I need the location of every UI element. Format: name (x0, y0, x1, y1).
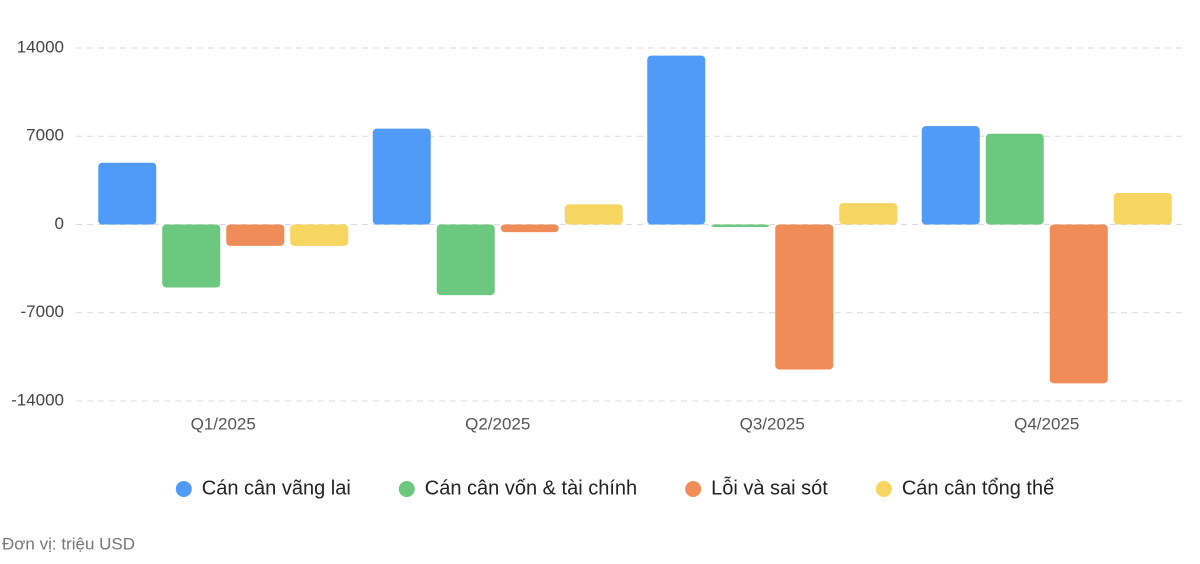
bar (500, 224, 559, 233)
bar (1113, 192, 1172, 225)
y-tick-label: 7000 (26, 126, 64, 145)
bar (775, 224, 834, 370)
legend-label: Cán cân tổng thể (902, 477, 1054, 499)
x-tick-label: Q3/2025 (740, 414, 805, 433)
x-tick-label: Q1/2025 (191, 414, 256, 433)
bar (436, 224, 495, 296)
bar (564, 204, 623, 225)
y-tick-label: -14000 (11, 390, 64, 409)
bar (711, 224, 770, 228)
legend-marker (175, 481, 192, 497)
legend-label: Cán cân vãng lai (202, 477, 351, 499)
y-tick-label: 14000 (17, 37, 64, 56)
legend-marker (398, 481, 415, 497)
y-tick-label: -7000 (21, 302, 64, 321)
unit-note: Đơn vị: triệu USD (2, 534, 135, 553)
y-tick-label: 0 (55, 214, 64, 233)
bar (290, 224, 349, 246)
bar (162, 224, 221, 288)
legend-marker (875, 481, 892, 497)
bar (647, 55, 706, 225)
bar (1049, 224, 1108, 384)
bar (372, 128, 431, 225)
legend-marker (685, 481, 702, 497)
bar (985, 133, 1044, 225)
bar (921, 126, 980, 225)
x-tick-label: Q4/2025 (1014, 414, 1079, 433)
legend-label: Cán cân vốn & tài chính (425, 477, 637, 499)
bar (226, 224, 285, 246)
bar (98, 162, 157, 225)
legend-label: Lỗi và sai sót (711, 476, 828, 499)
x-tick-label: Q2/2025 (465, 414, 530, 433)
bar (839, 203, 898, 225)
